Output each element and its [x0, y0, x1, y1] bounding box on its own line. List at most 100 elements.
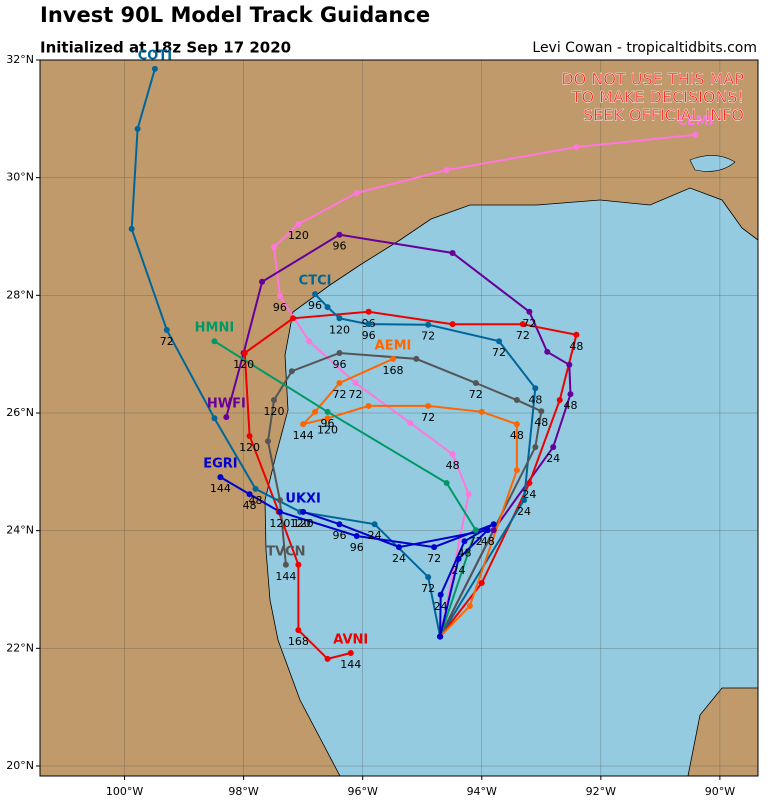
forecast-hour: 96: [273, 301, 287, 314]
track-point: [295, 221, 302, 228]
track-point: [396, 544, 402, 551]
subtitle: Initialized at 18z Sep 17 2020: [40, 39, 291, 57]
y-tick-label: 28°N: [6, 288, 34, 301]
track-point: [573, 331, 580, 338]
model-name: COTI: [138, 48, 172, 63]
track-point: [246, 491, 253, 498]
track-point: [532, 444, 539, 451]
track-point: [324, 655, 331, 662]
forecast-hour: 24: [517, 505, 531, 518]
track-point: [407, 420, 414, 427]
forecast-hour: 96: [332, 358, 346, 371]
track-point: [336, 315, 343, 322]
track-point: [290, 315, 297, 322]
track-point: [413, 355, 420, 362]
track-point: [390, 355, 397, 362]
track-point: [478, 408, 485, 415]
forecast-hour: 120: [269, 517, 290, 530]
y-tick-label: 32°N: [6, 53, 34, 66]
track-point: [211, 338, 218, 345]
track-point: [465, 491, 472, 498]
lake: [689, 155, 736, 172]
forecast-hour: 120: [293, 517, 314, 530]
forecast-hour: 96: [308, 299, 322, 312]
track-point: [692, 131, 699, 138]
forecast-hour: 72: [332, 388, 346, 401]
track-point: [371, 521, 378, 528]
track-point: [163, 327, 170, 334]
track-point: [336, 379, 343, 386]
track-point: [365, 402, 372, 409]
track-point: [484, 527, 491, 534]
track-point: [324, 415, 331, 422]
track-point: [513, 421, 520, 428]
forecast-hour: 48: [534, 416, 548, 429]
x-tick-label: 98°W: [228, 785, 258, 798]
forecast-hour: 168: [383, 364, 404, 377]
x-tick-label: 90°W: [705, 785, 735, 798]
track-point: [431, 544, 438, 551]
track-point: [276, 497, 283, 504]
track-point: [425, 321, 432, 328]
track-point: [550, 444, 557, 451]
track-point: [300, 421, 307, 428]
y-tick-label: 30°N: [6, 171, 34, 184]
model-name: CEMI: [677, 114, 713, 129]
forecast-hour: 168: [288, 635, 309, 648]
track-point: [276, 508, 283, 515]
track-point: [252, 485, 259, 492]
track-point: [519, 321, 526, 328]
track-point: [347, 650, 354, 657]
track-point: [566, 361, 573, 368]
basemap: [40, 60, 758, 776]
track-point: [538, 408, 545, 415]
forecast-hour: 48: [243, 499, 257, 512]
track-point: [312, 291, 319, 298]
forecast-hour: 72: [421, 330, 435, 343]
model-name: HMNI: [195, 321, 235, 336]
forecast-hour: 72: [469, 388, 483, 401]
model-name: UKXI: [285, 491, 321, 506]
track-point: [265, 438, 272, 445]
track-line: [130, 68, 442, 637]
track-point: [324, 304, 331, 311]
track-point: [282, 561, 289, 568]
forecast-hour: 72: [516, 329, 530, 342]
track-point: [573, 144, 580, 151]
y-tick-label: 26°N: [6, 406, 34, 419]
track-point: [443, 480, 450, 487]
forecast-hour: 144: [340, 658, 361, 671]
x-tick-label: 92°W: [586, 785, 616, 798]
track-point: [449, 249, 456, 256]
y-tick-label: 22°N: [6, 641, 34, 654]
forecast-hour: 96: [332, 240, 346, 253]
track-point: [513, 397, 520, 404]
track-point: [259, 278, 266, 285]
forecast-hour: 48: [481, 535, 495, 548]
forecast-hour: 48: [249, 494, 263, 507]
forecast-hour: 96: [332, 529, 346, 542]
track-point: [478, 580, 485, 587]
warning: SEEK OFFICIAL INFO: [583, 106, 744, 125]
frame: [39, 59, 759, 777]
forecast-hour: 72: [427, 552, 441, 565]
forecast-hour: 24: [546, 452, 560, 465]
forecast-hour: 120: [263, 405, 284, 418]
track-line: [225, 233, 572, 638]
track-point: [241, 349, 248, 356]
forecast-hour: 48: [457, 546, 471, 559]
track-point: [223, 414, 230, 421]
forecast-hour: 24: [434, 600, 448, 613]
track-point: [324, 408, 331, 415]
forecast-hour: 144: [275, 570, 296, 583]
forecast-hour: 120: [288, 229, 309, 242]
track-point: [295, 561, 302, 568]
track-point: [526, 308, 533, 315]
title: Invest 90L Model Track Guidance: [40, 3, 430, 27]
track-point: [466, 602, 473, 609]
track-point: [352, 379, 359, 386]
model-name: HWFI: [207, 397, 246, 412]
forecast-hour: 96: [362, 329, 376, 342]
track-point: [521, 497, 528, 504]
